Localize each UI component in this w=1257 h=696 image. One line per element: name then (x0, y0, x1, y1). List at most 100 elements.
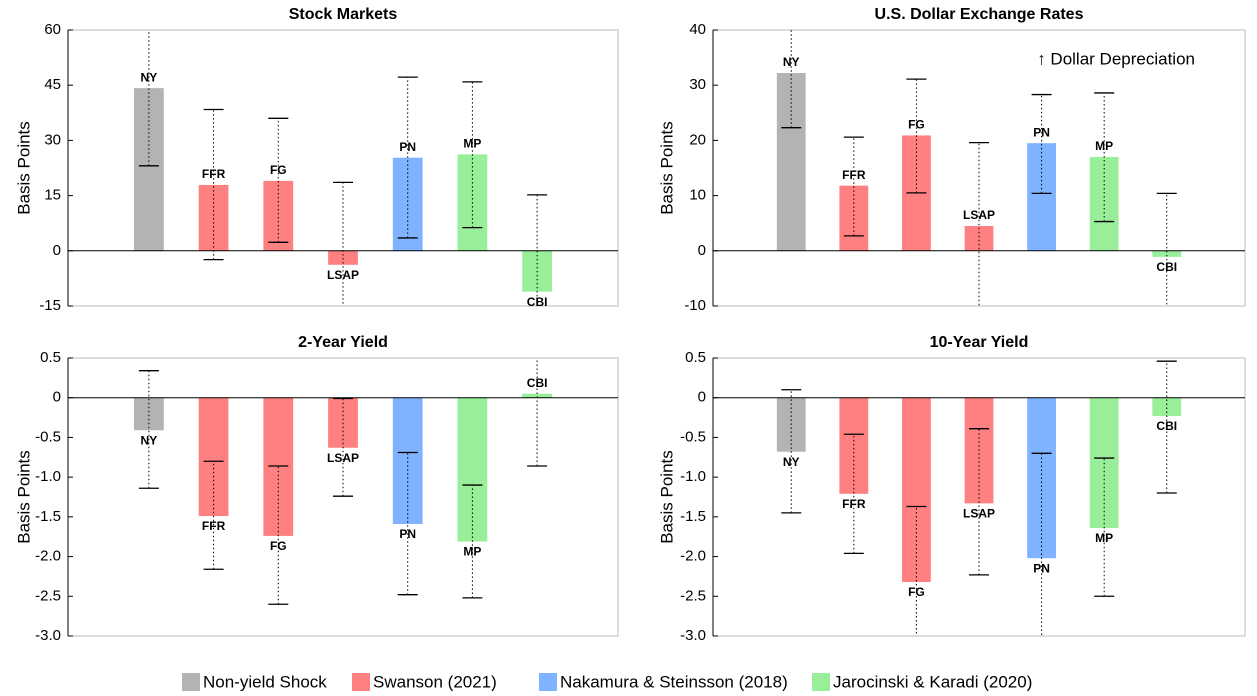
bar-label: FFR (202, 519, 226, 533)
bar (1152, 250, 1182, 257)
bar-label: FG (908, 585, 925, 599)
y-tick-label: -2.0 (35, 548, 61, 565)
y-tick-label: -1.0 (680, 468, 706, 485)
legend-swatch (539, 673, 557, 691)
y-tick-label: 30 (689, 76, 706, 93)
bar (134, 397, 164, 431)
bar-label: PN (1033, 561, 1050, 575)
bar-label: PN (399, 140, 416, 154)
bar-label: FFR (202, 167, 226, 181)
y-tick-label: -1.0 (35, 468, 61, 485)
bar (902, 397, 931, 582)
bar-label: LSAP (963, 507, 995, 521)
y-tick-label: -2.5 (680, 587, 706, 604)
bar (522, 393, 552, 398)
bar-label: NY (141, 70, 158, 84)
y-tick-label: 15 (44, 187, 61, 204)
bar-label: CBI (527, 295, 548, 309)
y-tick-label: -15 (39, 297, 61, 314)
panel: 2-Year Yield Basis Points -3.0 -2.5 -2.0 -1.5… (14, 334, 619, 644)
y-tick-label: 20 (689, 131, 706, 148)
annotation: ↑ Dollar Depreciation (1037, 49, 1195, 68)
y-tick-label: -3.0 (35, 627, 61, 644)
panel: Stock Markets Basis Points -15 0 15 30 45 60 NY F… (14, 6, 619, 314)
bar-label: NY (783, 455, 800, 469)
bar (1027, 143, 1056, 251)
y-axis-label: Basis Points (657, 121, 676, 215)
bar (134, 88, 164, 251)
bar-label: CBI (1156, 260, 1177, 274)
legend-label: Nakamura & Steinsson (2018) (560, 672, 788, 691)
plot (68, 30, 618, 306)
y-tick-label: -2.0 (680, 548, 706, 565)
legend-swatch (812, 673, 830, 691)
y-tick-label: -1.5 (680, 508, 706, 525)
plot (713, 360, 1245, 636)
y-tick-label: -0.5 (35, 428, 61, 445)
bar (1152, 397, 1182, 416)
legend-swatch (352, 673, 370, 691)
bar (839, 397, 869, 494)
bar-label: LSAP (327, 451, 359, 465)
y-tick-label: 0.5 (685, 349, 706, 366)
bar (263, 180, 294, 251)
bar (1089, 156, 1119, 251)
bar-label: LSAP (327, 268, 359, 282)
bar-label: FG (908, 118, 925, 132)
y-tick-label: 0 (698, 389, 706, 406)
bar-label: PN (1033, 125, 1050, 139)
y-tick-label: 0 (53, 389, 61, 406)
y-tick-label: 0 (53, 242, 61, 259)
bar (964, 225, 994, 251)
chart-title: 2-Year Yield (298, 334, 388, 351)
legend-swatch (182, 673, 200, 691)
panel: 10-Year Yield Basis Points -3.0 -2.5 -2.0 -1.… (657, 334, 1246, 644)
bar-label: CBI (527, 376, 548, 390)
bar (839, 185, 869, 251)
bar-label: PN (399, 527, 416, 541)
bar (457, 397, 488, 542)
bar-label: NY (141, 433, 158, 447)
bar (776, 73, 806, 251)
legend: Non-yield Shock Swanson (2021) Nakamura & … (182, 672, 1032, 691)
y-axis-label: Basis Points (14, 121, 33, 215)
bar-label: NY (783, 55, 800, 69)
plot (68, 358, 618, 605)
y-tick-label: 45 (44, 76, 61, 93)
chart-title: Stock Markets (289, 6, 398, 23)
bar (392, 397, 423, 525)
bar-label: MP (463, 545, 481, 559)
y-tick-label: 0.5 (40, 349, 61, 366)
chart-title: 10-Year Yield (930, 334, 1029, 351)
chart-title: U.S. Dollar Exchange Rates (875, 6, 1084, 23)
y-tick-label: 30 (44, 131, 61, 148)
bar (198, 397, 229, 517)
legend-label: Non-yield Shock (203, 672, 327, 691)
y-tick-label: -3.0 (680, 627, 706, 644)
y-tick-label: 0 (698, 242, 706, 259)
y-tick-label: -0.5 (680, 428, 706, 445)
y-axis-label: Basis Points (14, 450, 33, 544)
y-tick-label: 40 (689, 21, 706, 38)
bar-label: MP (463, 137, 481, 151)
legend-label: Swanson (2021) (373, 672, 497, 691)
panel: U.S. Dollar Exchange Rates Basis Points -1… (657, 6, 1246, 314)
y-tick-label: -10 (684, 297, 706, 314)
bar-label: CBI (1156, 419, 1177, 433)
bar-label: FFR (842, 168, 866, 182)
plot (713, 30, 1245, 306)
bar (328, 250, 358, 265)
bar-label: MP (1095, 531, 1113, 545)
bar (198, 184, 229, 251)
legend-label: Jarocinski & Karadi (2020) (833, 672, 1032, 691)
y-tick-label: 60 (44, 21, 61, 38)
bar-label: LSAP (963, 208, 995, 222)
bar-label: FFR (842, 497, 866, 511)
y-tick-label: -2.5 (35, 587, 61, 604)
y-axis-label: Basis Points (657, 450, 676, 544)
y-tick-label: 10 (689, 187, 706, 204)
bar-label: FG (270, 539, 287, 553)
bar-label: MP (1095, 139, 1113, 153)
bar-label: FG (270, 163, 287, 177)
